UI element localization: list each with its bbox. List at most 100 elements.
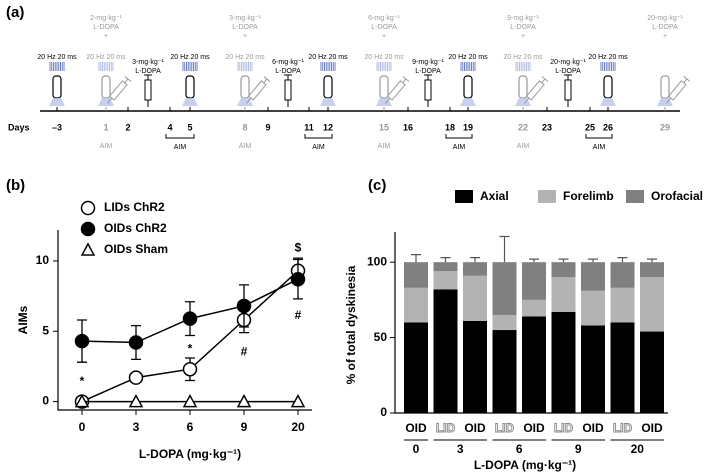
dose-label: 9-mg·kg⁻¹ [412,59,444,66]
bar-segment [610,262,635,288]
drug-label: L-DOPA [93,24,119,31]
bar-segment [463,275,487,321]
syringe [564,74,572,107]
x-tick-label: 0 [79,420,86,434]
syringe [665,76,691,104]
drug-label: L-DOPA [371,24,397,31]
aim-bracket [304,134,333,139]
plus-label: + [521,33,525,40]
marker [236,393,252,408]
y-tick-label: 100 [367,254,387,268]
aim-bracket [585,134,613,139]
aim-label: AIM [100,143,113,150]
annotation: $ [295,240,302,254]
day-label: 15 [379,122,389,132]
bar-segment [522,299,546,317]
aim-label: AIM [453,144,466,151]
marker [290,393,306,408]
plus-label: + [382,33,386,40]
syringe-handle [683,76,691,82]
drug-label: L-DOPA [135,68,161,75]
error-bar [647,258,657,263]
group-label: 20 [631,442,645,456]
light-cone [320,98,336,106]
axes [57,230,312,411]
marker [74,393,90,408]
syringe-plunger [541,78,546,84]
marker [236,298,252,314]
syringe-barrel [424,79,432,101]
x-tick-label: OID [582,421,604,435]
syringe-barrel [108,80,128,101]
optic-fiber [379,75,389,99]
stim-label: 20 Hz 20 ms [364,54,404,61]
day-label: 26 [603,122,613,132]
x-tick-label: OID [523,421,545,435]
optic-fiber [52,75,62,99]
stim-label: 20 Hz 20 ms [225,54,265,61]
syringe-needle [384,97,391,104]
syringe-plunger [683,78,688,84]
drug-label: L-DOPA [555,68,581,75]
light-cone [460,98,476,106]
syringe-plunger [402,78,407,84]
syringe-needle [523,97,530,104]
dose-label: 2-mg·kg⁻¹ [90,15,122,22]
bar-segment [640,262,664,278]
syringe-handle [263,76,271,82]
annotation: * [80,374,85,388]
legend-label: OIDs Sham [104,242,168,256]
x-tick-label: 20 [291,420,305,434]
bar-segment [640,331,664,413]
plus-label: + [243,33,247,40]
error-bar [470,257,480,263]
bar-segment [433,271,458,290]
x-tick-label: LID [495,421,515,435]
group-label: 3 [457,442,464,456]
y-axis-label: AIMs [16,305,30,334]
stim-label: 20 Hz 20 ms [308,54,348,61]
syringe-needle [106,97,113,104]
marker [128,370,144,385]
syringe [106,76,132,104]
marker [128,335,144,350]
syringe-barrel [247,80,267,101]
group-label: 9 [575,442,582,456]
legend-marker [80,242,96,256]
syringe [384,76,410,104]
x-axis-label: L-DOPA (mg·kg⁻¹) [474,458,576,472]
day-label: 1 [103,122,108,132]
y-tick-label: 0 [380,405,387,419]
drug-label: L-DOPA [652,24,678,31]
legend-marker [80,200,96,216]
panel-label: (a) [6,4,24,21]
bar-segment [492,262,517,315]
optic-fiber [323,75,333,99]
x-tick-label: 9 [241,420,248,434]
marker [128,393,144,408]
bar-segment [581,290,605,326]
optic-fiber [185,75,195,99]
dose-label: 3-mg·kg⁻¹ [132,59,164,66]
legend-swatch [538,190,556,203]
day-label: 22 [518,122,528,132]
syringe-handle [541,76,549,82]
dose-label: 3-mg·kg⁻¹ [229,15,261,22]
bar-segment [551,277,576,312]
light-cone [49,98,65,106]
legend-label: OIDs ChR2 [104,221,167,235]
timeline-label: Days [8,122,30,132]
legend-label: Orofacial [651,189,703,203]
bar-segment [404,287,428,323]
stim-label: 20 Hz 20 ms [86,54,126,61]
error-bar [588,258,598,263]
dose-label: 6-mg·kg⁻¹ [368,15,400,22]
marker [182,361,198,377]
error-bar [558,258,569,263]
annotation: # [241,345,248,359]
syringe-barrel [144,79,152,101]
aim-label: AIM [378,143,391,150]
marker [290,271,306,287]
legend-label: Axial [480,189,509,203]
aim-bracket [445,134,473,139]
